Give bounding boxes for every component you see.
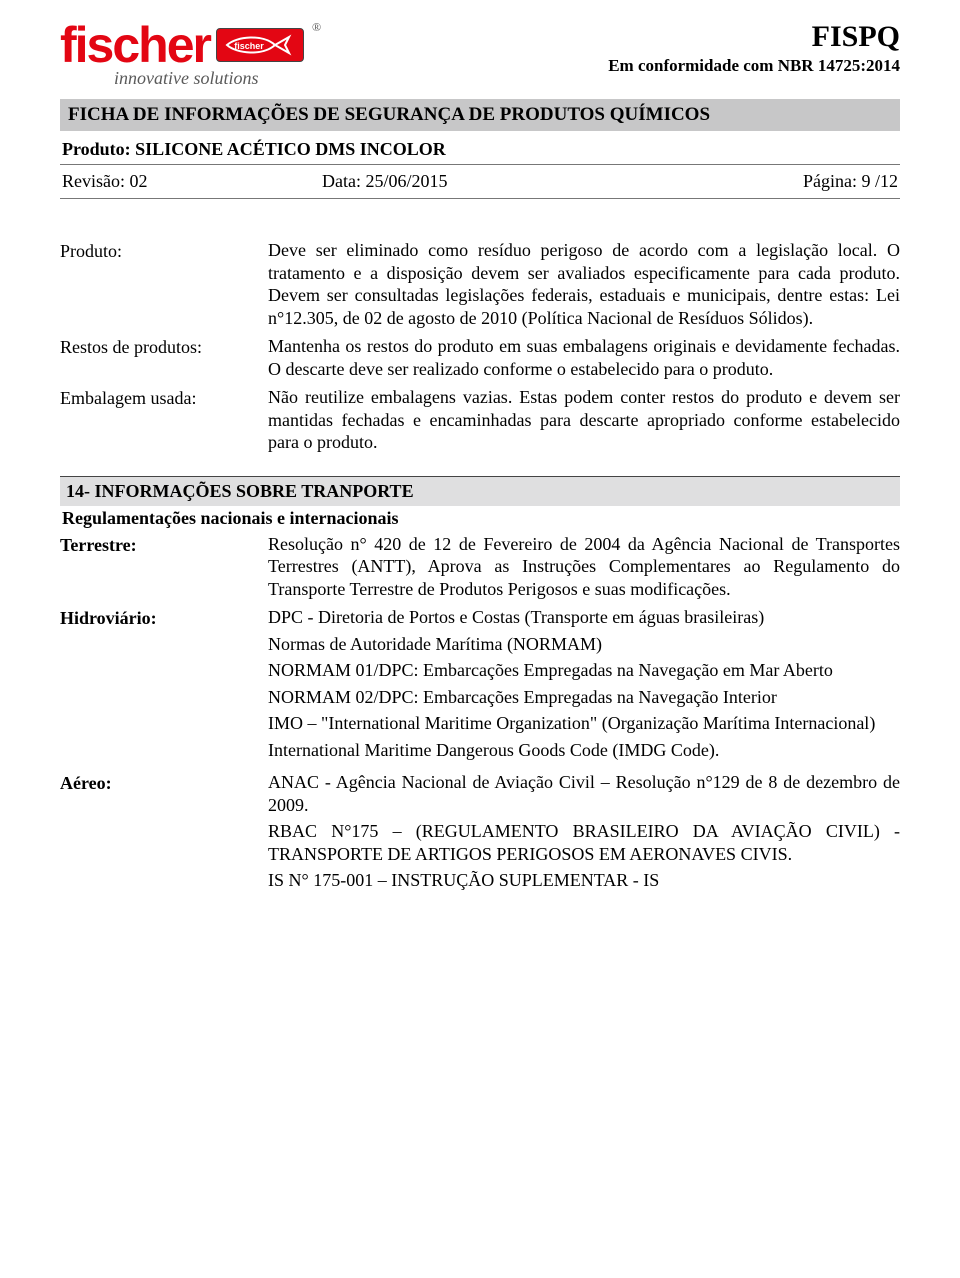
revision-date: Data: 25/06/2015 bbox=[322, 171, 698, 192]
section14-title: 14- INFORMAÇÕES SOBRE TRANPORTE bbox=[60, 477, 900, 506]
row-terrestre: Terrestre: Resolução n° 420 de 12 de Fev… bbox=[60, 533, 900, 601]
product-line: Produto: SILICONE ACÉTICO DMS INCOLOR bbox=[60, 131, 900, 165]
row-restos: Restos de produtos: Mantenha os restos d… bbox=[60, 335, 900, 380]
brand-tagline: innovative solutions bbox=[114, 68, 321, 89]
fispq-block: FISPQ Em conformidade com NBR 14725:2014 bbox=[608, 20, 900, 76]
banner-title: FICHA DE INFORMAÇÕES DE SEGURANÇA DE PRO… bbox=[60, 99, 900, 131]
label-restos: Restos de produtos: bbox=[60, 335, 268, 358]
label-produto: Produto: bbox=[60, 239, 268, 262]
row-embalagem: Embalagem usada: Não reutilize embalagen… bbox=[60, 386, 900, 454]
revision-number: Revisão: 02 bbox=[62, 171, 322, 192]
value-terrestre: Resolução n° 420 de 12 de Fevereiro de 2… bbox=[268, 533, 900, 601]
fish-icon: fischer bbox=[216, 28, 304, 62]
label-aereo: Aéreo: bbox=[60, 771, 268, 794]
aereo-line: ANAC - Agência Nacional de Aviação Civil… bbox=[268, 771, 900, 816]
hidro-line: NORMAM 01/DPC: Embarcações Empregadas na… bbox=[268, 659, 900, 682]
label-embalagem: Embalagem usada: bbox=[60, 386, 268, 409]
row-produto: Produto: Deve ser eliminado como resíduo… bbox=[60, 239, 900, 329]
hidro-line: International Maritime Dangerous Goods C… bbox=[268, 739, 900, 762]
aereo-line: IS N° 175-001 – INSTRUÇÃO SUPLEMENTAR - … bbox=[268, 869, 900, 892]
fispq-subtitle: Em conformidade com NBR 14725:2014 bbox=[608, 56, 900, 76]
page-number: Página: 9 /12 bbox=[698, 171, 898, 192]
revision-line: Revisão: 02 Data: 25/06/2015 Página: 9 /… bbox=[60, 165, 900, 199]
hidro-line: DPC - Diretoria de Portos e Costas (Tran… bbox=[268, 606, 900, 629]
brand-name: fischer bbox=[60, 20, 210, 70]
value-hidroviario: DPC - Diretoria de Portos e Costas (Tran… bbox=[268, 606, 900, 765]
value-embalagem: Não reutilize embalagens vazias. Estas p… bbox=[268, 386, 900, 454]
hidro-line: Normas de Autoridade Marítima (NORMAM) bbox=[268, 633, 900, 656]
fispq-title: FISPQ bbox=[608, 20, 900, 54]
label-terrestre: Terrestre: bbox=[60, 533, 268, 556]
hidro-line: IMO – "International Maritime Organizati… bbox=[268, 712, 900, 735]
value-aereo: ANAC - Agência Nacional de Aviação Civil… bbox=[268, 771, 900, 896]
row-aereo: Aéreo: ANAC - Agência Nacional de Aviaçã… bbox=[60, 771, 900, 896]
row-hidroviario: Hidroviário: DPC - Diretoria de Portos e… bbox=[60, 606, 900, 765]
hidro-line: NORMAM 02/DPC: Embarcações Empregadas na… bbox=[268, 686, 900, 709]
aereo-line: RBAC N°175 – (REGULAMENTO BRASILEIRO DA … bbox=[268, 820, 900, 865]
value-produto: Deve ser eliminado como resíduo perigoso… bbox=[268, 239, 900, 329]
section14-subtitle: Regulamentações nacionais e internaciona… bbox=[60, 506, 900, 533]
document-header: fischer fischer ® innovative solutions F… bbox=[60, 20, 900, 89]
registered-mark: ® bbox=[312, 20, 321, 35]
value-restos: Mantenha os restos do produto em suas em… bbox=[268, 335, 900, 380]
svg-text:fischer: fischer bbox=[234, 41, 264, 51]
label-hidroviario: Hidroviário: bbox=[60, 606, 268, 629]
brand-logo: fischer fischer ® innovative solutions bbox=[60, 20, 321, 89]
